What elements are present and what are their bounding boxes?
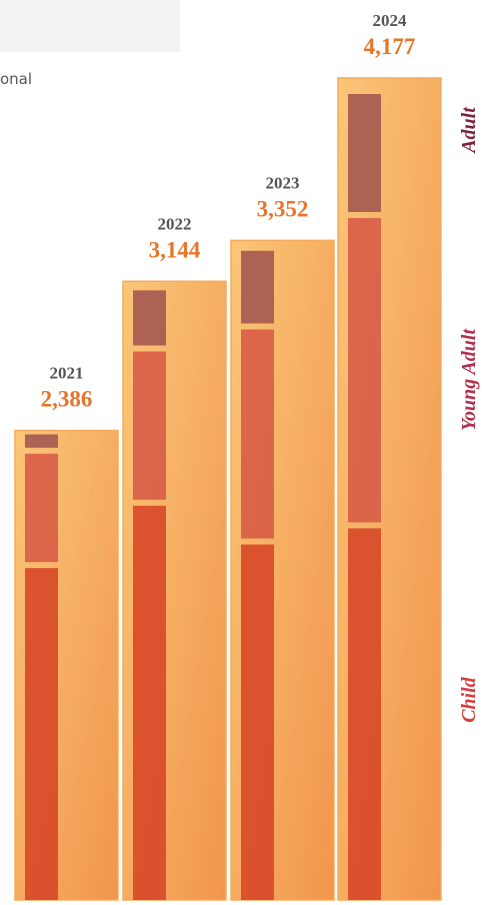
total-label: 4,177 — [364, 34, 416, 59]
header-box — [0, 0, 180, 52]
segment — [25, 434, 58, 447]
year-label: 2024 — [373, 11, 408, 30]
segment — [25, 454, 58, 562]
segment — [241, 251, 274, 324]
legend-label: Adult — [458, 106, 480, 155]
segment — [133, 506, 166, 900]
total-label: 3,144 — [149, 237, 201, 262]
chart: onal 2021 2,386 2022 3,144 2023 3,352 2024 4,17… — [0, 0, 495, 905]
segment — [133, 290, 166, 345]
total-label: 3,352 — [257, 196, 309, 221]
segment — [241, 329, 274, 538]
segment — [348, 528, 381, 900]
year-label: 2021 — [50, 363, 84, 382]
segment — [348, 218, 381, 522]
total-label: 2,386 — [41, 386, 93, 411]
year-label: 2023 — [266, 173, 300, 192]
segment — [25, 568, 58, 900]
caption-fragment: onal — [0, 70, 32, 88]
legend-label: Young Adult — [458, 328, 480, 432]
legend-label: Child — [458, 676, 480, 723]
segment — [133, 351, 166, 499]
segment — [241, 545, 274, 900]
segment — [348, 94, 381, 212]
year-label: 2022 — [158, 214, 192, 233]
